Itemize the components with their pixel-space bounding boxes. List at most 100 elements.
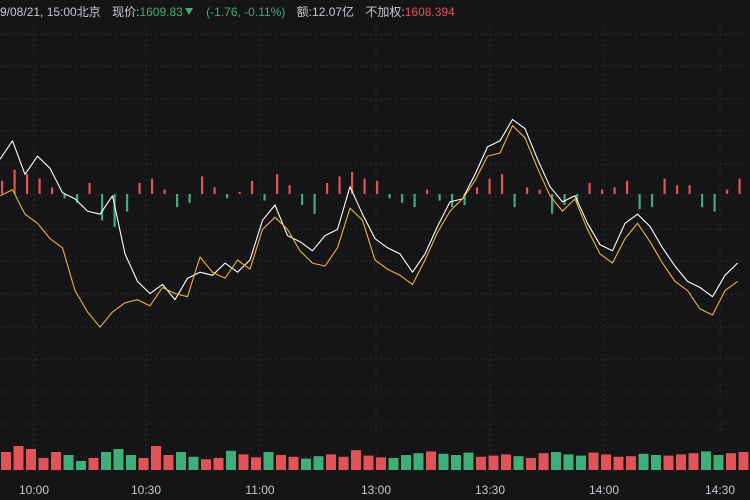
- volume-bar: [713, 455, 724, 470]
- diff-bar: [313, 194, 316, 214]
- volume-bar: [726, 453, 736, 470]
- volume-bar: [513, 456, 524, 470]
- diff-bar: [188, 194, 191, 203]
- volume-bar: [276, 455, 286, 470]
- volume-bar: [113, 449, 124, 470]
- volume-bar: [88, 458, 99, 470]
- diff-bar: [126, 194, 129, 212]
- diff-bar: [26, 174, 29, 194]
- volume-bar: [576, 455, 586, 470]
- volume-bar: [301, 458, 311, 470]
- volume-bar: [176, 452, 186, 470]
- volume-bar: [601, 454, 611, 470]
- volume-bar: [26, 449, 36, 470]
- diff-bar: [1, 180, 4, 194]
- diff-bar: [263, 194, 266, 201]
- volume-bar: [413, 453, 424, 470]
- diff-bar: [288, 185, 291, 194]
- volume-bar: [426, 451, 436, 470]
- volume-bar: [551, 452, 561, 470]
- volume-bar: [138, 458, 149, 470]
- diff-bar: [613, 187, 616, 194]
- x-tick-label: 11:00: [245, 483, 274, 497]
- diff-bar: [276, 174, 279, 194]
- arrow-down-icon: [184, 8, 193, 16]
- diff-bar: [726, 189, 729, 194]
- volume-bar: [313, 456, 324, 470]
- diff-bar: [113, 194, 116, 227]
- diff-bar: [513, 194, 516, 208]
- volume-bar: [651, 455, 661, 470]
- diff-bar: [601, 189, 604, 194]
- diff-bar: [363, 178, 366, 194]
- volume-bar: [63, 455, 74, 470]
- x-tick-label: 10:00: [19, 483, 49, 497]
- diff-bar: [213, 187, 216, 194]
- diff-bar: [501, 174, 504, 194]
- volume-bar: [338, 456, 349, 470]
- x-tick-label: 13:00: [361, 483, 391, 497]
- diff-bar: [101, 194, 104, 221]
- diff-bar: [76, 194, 79, 203]
- volume-bar: [388, 458, 399, 470]
- volume-bar: [613, 456, 624, 470]
- volume-bar: [526, 458, 536, 470]
- volume-bar: [288, 456, 299, 470]
- diff-bar: [226, 194, 229, 199]
- volume-bar: [251, 457, 261, 470]
- volume-bar: [638, 453, 649, 470]
- average-line: [0, 125, 738, 328]
- volume-bar: [1, 452, 11, 470]
- volume-bar: [688, 453, 699, 470]
- volume-bar: [51, 452, 61, 470]
- diff-bar: [251, 180, 254, 194]
- diff-bar: [413, 194, 416, 208]
- volume-bar: [401, 455, 411, 470]
- price-value: 1609.83: [139, 5, 183, 19]
- volume-bar: [676, 454, 686, 470]
- volume-bar: [38, 458, 49, 470]
- diff-bar: [663, 178, 666, 194]
- volume-bar: [488, 455, 499, 470]
- diff-bar: [538, 189, 541, 194]
- volume-bar: [238, 454, 249, 470]
- diff-bar: [738, 178, 741, 194]
- diff-bar: [238, 191, 241, 194]
- diff-bar: [638, 194, 641, 210]
- amount-label: 额:: [296, 5, 313, 19]
- diff-bar: [201, 176, 204, 194]
- x-tick-label: 10:30: [131, 483, 161, 497]
- diff-bar: [176, 194, 179, 208]
- volume-bar: [738, 452, 749, 470]
- diff-bar: [563, 194, 566, 205]
- x-tick-label: 14:30: [705, 483, 735, 497]
- volume-bar: [451, 455, 461, 470]
- diff-bar: [551, 194, 554, 214]
- diff-bar: [426, 189, 429, 194]
- volume-bar: [463, 452, 474, 470]
- volume-bar: [501, 454, 511, 470]
- volume-bar: [538, 453, 549, 470]
- datetime: 9/08/21, 15:00: [0, 5, 77, 19]
- diff-bar: [526, 187, 529, 194]
- volume-bar: [151, 446, 161, 470]
- volume-bar: [363, 455, 374, 470]
- volume-bar: [588, 452, 599, 470]
- volume-bar: [326, 454, 336, 470]
- volume-bar: [663, 455, 674, 470]
- volume-bar: [76, 461, 86, 470]
- volume-bar: [376, 457, 386, 470]
- volume-bar: [438, 453, 449, 470]
- diff-bar: [13, 169, 16, 194]
- diff-bar: [676, 185, 679, 194]
- unweighted-label: 不加权:: [365, 5, 405, 19]
- city: 北京: [76, 5, 101, 19]
- diff-bar: [451, 194, 454, 208]
- price-change: (-1.76, -0.11%): [206, 5, 286, 19]
- volume-bar: [101, 452, 111, 470]
- volume-bar: [226, 450, 236, 470]
- diff-bar: [463, 194, 466, 205]
- volume-bar: [563, 454, 574, 470]
- price-line: [0, 118, 738, 301]
